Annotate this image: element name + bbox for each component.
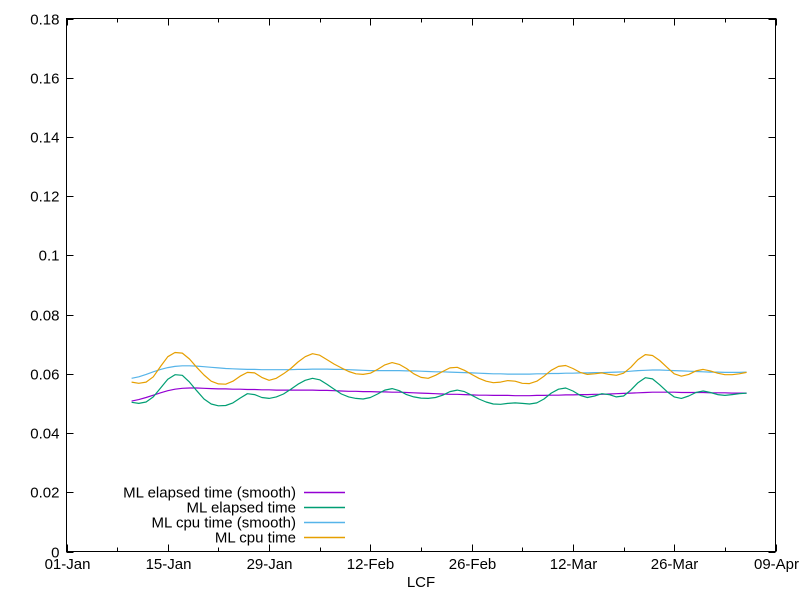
- x-tick-label: 29-Jan: [247, 556, 293, 573]
- y-tick-label: 0.1: [39, 248, 60, 265]
- legend-label: ML elapsed time (smooth): [123, 485, 296, 502]
- series-line-ml-elapsed-time-smooth-: [131, 387, 747, 402]
- legend-label: ML cpu time: [215, 530, 296, 547]
- x-tick-label: 01-Jan: [45, 556, 91, 573]
- x-tick-label: 12-Mar: [550, 556, 598, 573]
- series-line-ml-cpu-time: [131, 351, 747, 385]
- y-tick-label: 0.04: [30, 426, 59, 443]
- legend-label: ML cpu time (smooth): [152, 515, 297, 532]
- y-tick-label: 0.16: [30, 71, 59, 88]
- y-tick-label: 0.14: [30, 130, 59, 147]
- x-tick-label: 12-Feb: [347, 556, 395, 573]
- x-axis-title: LCF: [407, 574, 435, 591]
- series-line-ml-cpu-time-smooth-: [131, 365, 747, 379]
- series-line-ml-elapsed-time: [131, 374, 747, 407]
- x-tick-label: 26-Feb: [449, 556, 497, 573]
- y-tick-label: 0.18: [30, 12, 59, 29]
- x-tick-label: 15-Jan: [146, 556, 192, 573]
- x-tick-label: 09-Apr: [754, 556, 799, 573]
- y-tick-label: 0: [51, 545, 59, 562]
- y-tick-label: 0.06: [30, 367, 59, 384]
- y-tick-label: 0.02: [30, 485, 59, 502]
- y-tick-label: 0.12: [30, 189, 59, 206]
- plot-border: [66, 18, 776, 552]
- x-tick-label: 26-Mar: [651, 556, 699, 573]
- legend-label: ML elapsed time: [187, 500, 297, 517]
- y-tick-label: 0.08: [30, 308, 59, 325]
